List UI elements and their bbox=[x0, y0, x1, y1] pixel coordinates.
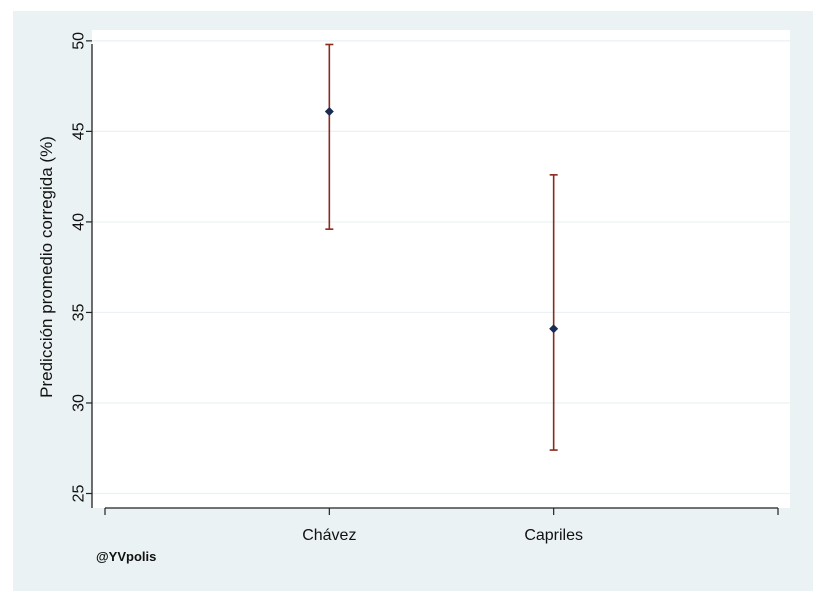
y-tick-label: 25 bbox=[71, 485, 88, 503]
x-tick-label: Chávez bbox=[302, 527, 356, 544]
point-marker bbox=[549, 324, 559, 334]
point-marker bbox=[324, 106, 334, 116]
y-tick-label: 50 bbox=[71, 32, 88, 50]
y-tick-label: 30 bbox=[71, 394, 88, 412]
y-axis-title: Predicción promedio corregida (%) bbox=[37, 136, 56, 398]
marks-layer bbox=[324, 43, 559, 451]
y-tick-label: 40 bbox=[71, 213, 88, 231]
x-tick-label: Capriles bbox=[524, 527, 583, 544]
y-tick-label: 45 bbox=[71, 122, 88, 140]
grid-layer bbox=[92, 40, 790, 495]
credit-label: @YVpolis bbox=[96, 549, 156, 564]
y-tick-label: 35 bbox=[71, 303, 88, 321]
plot-area bbox=[92, 30, 790, 508]
axes-layer: 25 30 35 40 45 50 Chávez Capriles bbox=[71, 32, 779, 544]
